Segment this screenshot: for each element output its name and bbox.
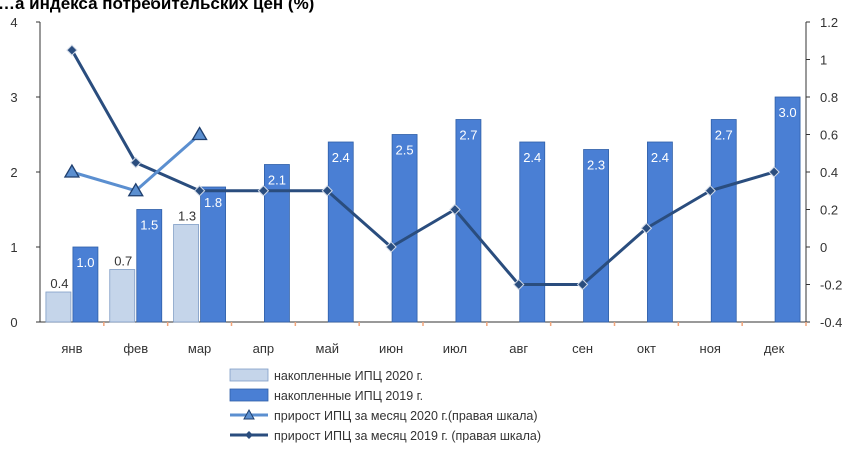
legend-marker xyxy=(245,431,253,439)
legend-label: прирост ИПЦ за месяц 2019 г. (правая шка… xyxy=(274,429,541,443)
right-tick-label: -0.2 xyxy=(820,278,842,293)
marker-2020 xyxy=(191,126,208,141)
legend-swatch-bar xyxy=(229,368,269,382)
x-tick-label: ноя xyxy=(700,341,721,356)
right-tick-label: 0.2 xyxy=(820,203,838,218)
x-tick-label: фев xyxy=(123,341,148,356)
x-tick-label: янв xyxy=(61,341,82,356)
x-tick-label: июл xyxy=(443,341,467,356)
legend-marker xyxy=(243,408,255,420)
bar-2019-label: 2.5 xyxy=(396,143,414,158)
bar-2019-label: 1.5 xyxy=(140,218,158,233)
marker-2019 xyxy=(193,185,206,197)
bar-2019-label: 2.7 xyxy=(715,128,733,143)
right-tick-label: 0.6 xyxy=(820,128,838,143)
left-tick-label: 0 xyxy=(10,315,17,330)
x-tick-label: апр xyxy=(253,341,275,356)
bar-2019 xyxy=(264,164,290,323)
right-tick-label: 0.4 xyxy=(820,165,838,180)
marker-2019 xyxy=(513,278,525,291)
bar-2019-label: 1.8 xyxy=(204,195,222,210)
bar-2019-label: 2.1 xyxy=(268,173,286,188)
marker-2019 xyxy=(385,241,397,253)
left-tick-label: 2 xyxy=(10,165,17,180)
legend-label: накопленные ИПЦ 2019 г. xyxy=(274,389,423,403)
marker-2019 xyxy=(449,203,461,216)
bar-2019 xyxy=(72,246,99,323)
bar-2019 xyxy=(200,186,226,323)
right-tick-label: 0 xyxy=(820,240,827,255)
line-2019 xyxy=(70,49,775,286)
marker-2019 xyxy=(576,278,589,291)
bar-2019 xyxy=(519,141,546,323)
bar-2019 xyxy=(647,141,673,323)
marker-2019 xyxy=(130,156,142,169)
right-tick-label: 1.2 xyxy=(820,15,838,30)
bar-2020 xyxy=(173,224,199,323)
bar-2019 xyxy=(327,141,354,323)
bar-2019-label: 2.7 xyxy=(459,128,477,143)
bar-2020-label: 1.3 xyxy=(178,209,196,224)
x-tick-label: дек xyxy=(764,341,785,356)
bar-2019-label: 1.0 xyxy=(76,255,94,270)
marker-2019 xyxy=(66,44,78,56)
marker-2019 xyxy=(640,222,653,234)
bar-2019-label: 2.4 xyxy=(651,150,669,165)
x-tick-label: мар xyxy=(188,341,211,356)
legend-swatch-bar xyxy=(229,388,269,402)
bar-2019-label: 3.0 xyxy=(779,105,797,120)
bar-2019 xyxy=(136,209,163,323)
chart-title: …а индекса потребительских цен (%) xyxy=(0,0,315,13)
bar-2020 xyxy=(45,291,72,323)
left-tick-label: 4 xyxy=(10,15,17,30)
bar-2020-label: 0.4 xyxy=(50,276,68,291)
x-tick-label: май xyxy=(316,341,339,356)
bar-2019 xyxy=(774,96,801,323)
marker-2020 xyxy=(63,163,81,178)
right-tick-label: -0.4 xyxy=(820,315,842,330)
left-tick-label: 1 xyxy=(10,240,17,255)
left-tick-label: 3 xyxy=(10,90,17,105)
right-tick-label: 1 xyxy=(820,53,827,68)
bar-2019 xyxy=(391,134,418,323)
bar-2020 xyxy=(109,269,136,323)
marker-2020 xyxy=(127,182,144,197)
right-tick-label: 0.8 xyxy=(820,90,838,105)
marker-2019 xyxy=(768,166,780,178)
x-tick-label: июн xyxy=(379,341,403,356)
legend-label: накопленные ИПЦ 2020 г. xyxy=(274,369,423,383)
bar-2019 xyxy=(583,149,609,323)
bar-2019-label: 2.4 xyxy=(523,150,541,165)
marker-2019 xyxy=(704,185,716,197)
bar-2019-label: 2.3 xyxy=(587,158,605,173)
legend-label: прирост ИПЦ за месяц 2020 г.(правая шкал… xyxy=(274,409,538,423)
x-tick-label: окт xyxy=(637,341,656,356)
x-tick-label: сен xyxy=(572,341,593,356)
marker-2019 xyxy=(321,185,333,197)
marker-2019 xyxy=(257,185,270,197)
bar-2020-label: 0.7 xyxy=(114,254,132,269)
bar-2019 xyxy=(710,119,737,323)
bar-2019 xyxy=(455,119,482,323)
bar-2019-label: 2.4 xyxy=(332,150,350,165)
x-tick-label: авг xyxy=(509,341,528,356)
